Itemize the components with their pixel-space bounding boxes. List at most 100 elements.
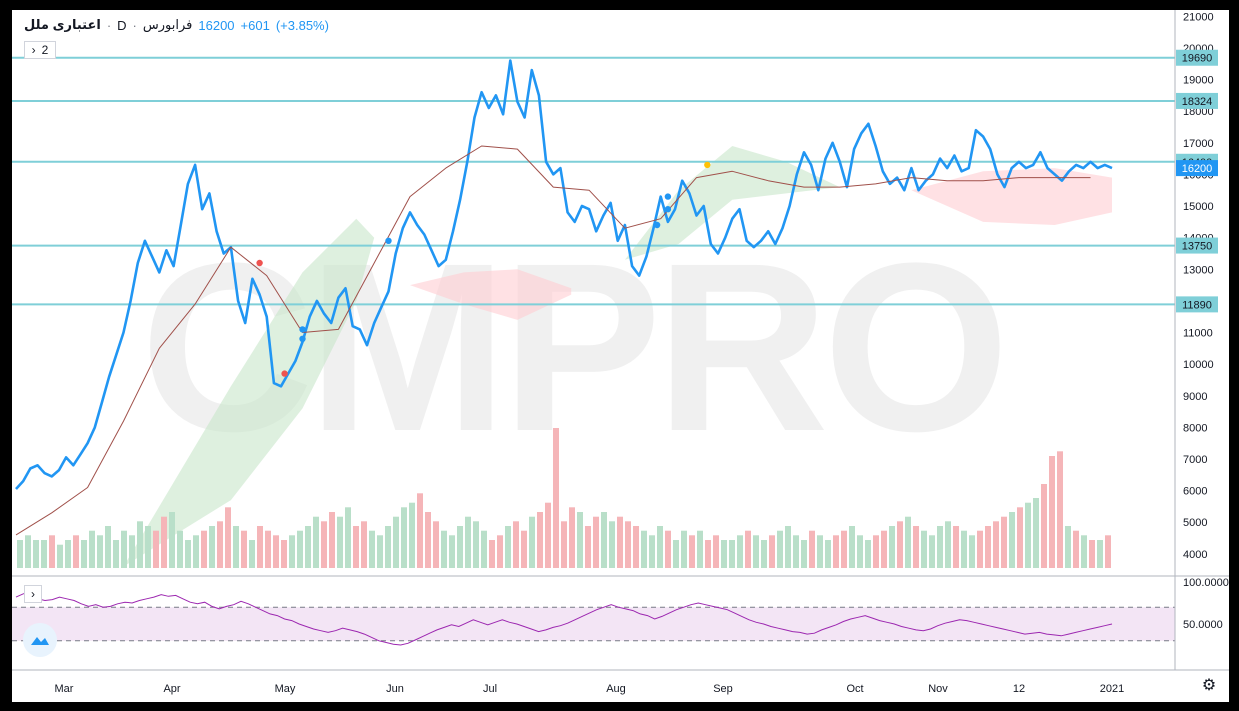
chart-canvas[interactable]: CMPRO 4000500060007000800090001000011000… (12, 10, 1229, 702)
volume-bar (897, 521, 903, 568)
volume-bar (393, 516, 399, 568)
chart-frame[interactable]: CMPRO 4000 5000 6000 7000 8000 9000 10000 11000… (12, 10, 1229, 702)
price-tick-label: 21000 (1183, 11, 1214, 23)
volume-bar (577, 512, 583, 568)
volume-bar (1081, 535, 1087, 568)
volume-bar (1033, 498, 1039, 568)
gear-icon[interactable]: ⚙ (1201, 677, 1217, 694)
rsi-line[interactable] (15, 591, 1113, 646)
price-tick-label: 8000 (1183, 422, 1207, 434)
volume-bar (353, 526, 359, 568)
level-label-bg (1176, 92, 1218, 109)
price-line[interactable] (15, 59, 1113, 490)
volume-bar (569, 507, 575, 568)
volume-bar (201, 530, 207, 568)
volume-bar (945, 521, 951, 568)
volume-bar (737, 535, 743, 568)
price-tick-label: 5000 (1183, 517, 1207, 529)
volume-bar (777, 530, 783, 568)
volume-bar (401, 507, 407, 568)
cloud-logo-icon[interactable] (23, 623, 57, 657)
volume-bar (313, 516, 319, 568)
level-label: 18324 (1182, 96, 1213, 108)
rsi-toggle-button[interactable]: › (24, 585, 42, 603)
volume-bar (177, 530, 183, 568)
symbol-name[interactable]: اعتباری ملل (24, 17, 101, 32)
indicators-toggle-button[interactable]: › 2 (24, 41, 56, 59)
volume-bar (441, 530, 447, 568)
price-tick-label: 17000 (1183, 138, 1214, 150)
volume-bar (929, 535, 935, 568)
symbol-legend[interactable]: اعتباری ملل · D · فرابورس 16200 +601 (+3… (24, 17, 329, 33)
volume-bar (161, 516, 167, 568)
volume-bar (481, 530, 487, 568)
time-tick-label: Jul (483, 683, 497, 695)
time-tick-label: Jun (386, 683, 404, 695)
volume-bar (593, 516, 599, 568)
volume-bar (369, 530, 375, 568)
volume-bar (169, 512, 175, 568)
volume-bar (81, 540, 87, 568)
signal-marker (704, 161, 711, 169)
volume-bar (1057, 451, 1063, 568)
volume-bar (761, 540, 767, 568)
volume-bar (649, 535, 655, 568)
price-tick-label: 7000 (1183, 454, 1207, 466)
price-tick-label: 10000 (1183, 359, 1214, 371)
volume-bar (657, 526, 663, 568)
volume-bar (1017, 507, 1023, 568)
cloud-red-1 (911, 168, 1112, 225)
volume-bar (409, 502, 415, 568)
interval-label[interactable]: D (117, 17, 127, 33)
volume-bar (633, 526, 639, 568)
cloud-red-0 (410, 269, 572, 320)
volume-bar (1065, 526, 1071, 568)
volume-bar (337, 516, 343, 568)
volume-bar (25, 535, 31, 568)
volume-bar (1089, 540, 1095, 568)
volume-bar (881, 530, 887, 568)
time-tick-label: Sep (713, 683, 733, 695)
volume-bar (57, 544, 63, 568)
last-price-label-bg (1176, 160, 1218, 177)
volume-bar (329, 512, 335, 568)
volume-bar (769, 535, 775, 568)
volume-bar (969, 535, 975, 568)
volume-bar (89, 530, 95, 568)
volume-bar (833, 535, 839, 568)
volume-bar (561, 521, 567, 568)
volume-bar (137, 521, 143, 568)
legend-separator: · (106, 17, 112, 33)
volume-bar (345, 507, 351, 568)
price-tick-label: 18000 (1183, 106, 1214, 118)
volume-bar (289, 535, 295, 568)
cloud-green-1 (624, 146, 840, 260)
volume-bar (617, 516, 623, 568)
volume-bar (233, 526, 239, 568)
volume-bar (641, 530, 647, 568)
volume-bar (961, 530, 967, 568)
volume-bar (361, 521, 367, 568)
volume-bar (249, 540, 255, 568)
volume-bar (625, 521, 631, 568)
rsi-band (12, 607, 1175, 641)
volume-bar (49, 535, 55, 568)
volume-bar (185, 540, 191, 568)
baseline-line[interactable] (15, 145, 1091, 536)
volume-bar (889, 526, 895, 568)
price-change-percent: (+3.85%) (275, 17, 329, 33)
volume-bar (265, 530, 271, 568)
volume-bar (553, 428, 559, 568)
volume-bar (665, 530, 671, 568)
volume-bar (377, 535, 383, 568)
signal-marker (653, 221, 661, 229)
volume-bar (841, 530, 847, 568)
time-tick-label: Oct (846, 683, 863, 695)
volume-bar (865, 540, 871, 568)
volume-bar (1105, 535, 1111, 568)
volume-bar (97, 535, 103, 568)
volume-bar (17, 540, 23, 568)
level-label-bg (1176, 237, 1218, 254)
volume-bar (673, 540, 679, 568)
chevron-right-icon: › (31, 43, 36, 57)
